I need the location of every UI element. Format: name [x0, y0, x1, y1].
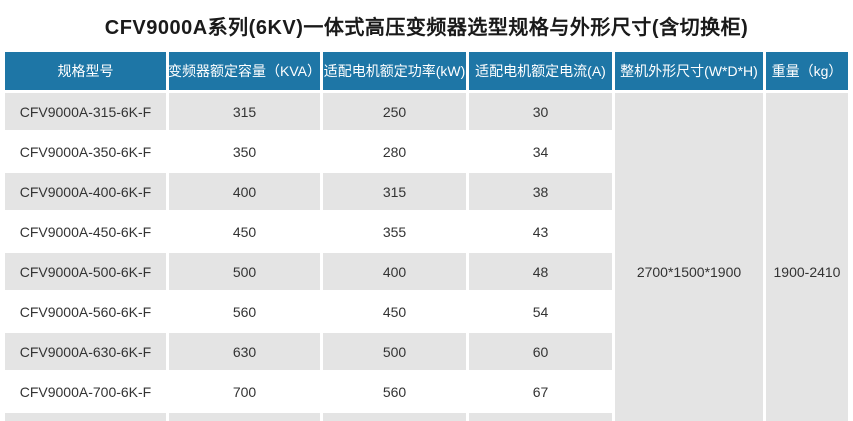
- cell-capacity: 560: [169, 293, 320, 330]
- cell-power: 500: [323, 333, 466, 370]
- cell-overall-dimensions: 2700*1500*1900: [615, 93, 763, 421]
- cell-current: 67: [469, 373, 612, 410]
- cell-model: CFV9000A-350-6K-F: [5, 133, 166, 170]
- cell-capacity: 700: [169, 373, 320, 410]
- cell-power: 355: [323, 213, 466, 250]
- cell-power: 250: [323, 93, 466, 130]
- cell-power: 560: [323, 373, 466, 410]
- partial-row-cell: [169, 413, 320, 421]
- cell-model: CFV9000A-560-6K-F: [5, 293, 166, 330]
- column-header-motor-power: 适配电机额定功率(kW): [323, 52, 466, 90]
- partial-row-cell: [323, 413, 466, 421]
- partial-row-cell: [5, 413, 166, 421]
- cell-current: 34: [469, 133, 612, 170]
- column-header-weight: 重量（kg）: [766, 52, 848, 90]
- cell-power: 450: [323, 293, 466, 330]
- page-title: CFV9000A系列(6KV)一体式高压变频器选型规格与外形尺寸(含切换柜): [104, 17, 749, 39]
- spec-table: 规格型号 变频器额定容量（KVA） 适配电机额定功率(kW) 适配电机额定电流(…: [5, 52, 853, 421]
- cell-current: 43: [469, 213, 612, 250]
- cell-model: CFV9000A-500-6K-F: [5, 253, 166, 290]
- cell-current: 54: [469, 293, 612, 330]
- cell-model: CFV9000A-315-6K-F: [5, 93, 166, 130]
- column-header-motor-current: 适配电机额定电流(A): [469, 52, 612, 90]
- cell-current: 60: [469, 333, 612, 370]
- partial-row-cell: [469, 413, 612, 421]
- cell-power: 315: [323, 173, 466, 210]
- column-header-model: 规格型号: [5, 52, 166, 90]
- cell-capacity: 400: [169, 173, 320, 210]
- column-header-rated-capacity: 变频器额定容量（KVA）: [168, 52, 321, 90]
- cell-model: CFV9000A-700-6K-F: [5, 373, 166, 410]
- column-header-dimensions: 整机外形尺寸(W*D*H): [615, 52, 763, 90]
- cell-current: 38: [469, 173, 612, 210]
- cell-capacity: 630: [169, 333, 320, 370]
- cell-current: 48: [469, 253, 612, 290]
- cell-capacity: 500: [169, 253, 320, 290]
- cell-current: 30: [469, 93, 612, 130]
- cell-model: CFV9000A-630-6K-F: [5, 333, 166, 370]
- cell-power: 400: [323, 253, 466, 290]
- cell-capacity: 450: [169, 213, 320, 250]
- cell-model: CFV9000A-450-6K-F: [5, 213, 166, 250]
- cell-capacity: 350: [169, 133, 320, 170]
- cell-capacity: 315: [169, 93, 320, 130]
- cell-power: 280: [323, 133, 466, 170]
- cell-model: CFV9000A-400-6K-F: [5, 173, 166, 210]
- cell-weight-range: 1900-2410: [766, 93, 848, 421]
